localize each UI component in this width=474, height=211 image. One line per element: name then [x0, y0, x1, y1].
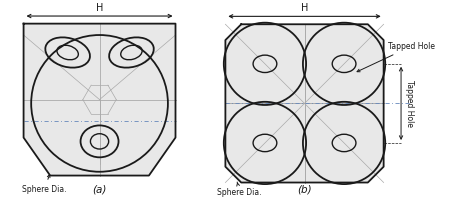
Text: Tapped Hole: Tapped Hole — [405, 80, 414, 127]
Polygon shape — [226, 24, 383, 183]
Text: (a): (a) — [92, 185, 107, 195]
Text: H: H — [96, 3, 103, 13]
Text: H: H — [301, 3, 308, 13]
Text: Sphere Dia.: Sphere Dia. — [218, 182, 262, 196]
Text: Sphere Dia.: Sphere Dia. — [22, 175, 66, 194]
Text: (b): (b) — [297, 184, 312, 194]
Text: Tapped Hole: Tapped Hole — [357, 42, 435, 72]
Polygon shape — [24, 24, 175, 176]
